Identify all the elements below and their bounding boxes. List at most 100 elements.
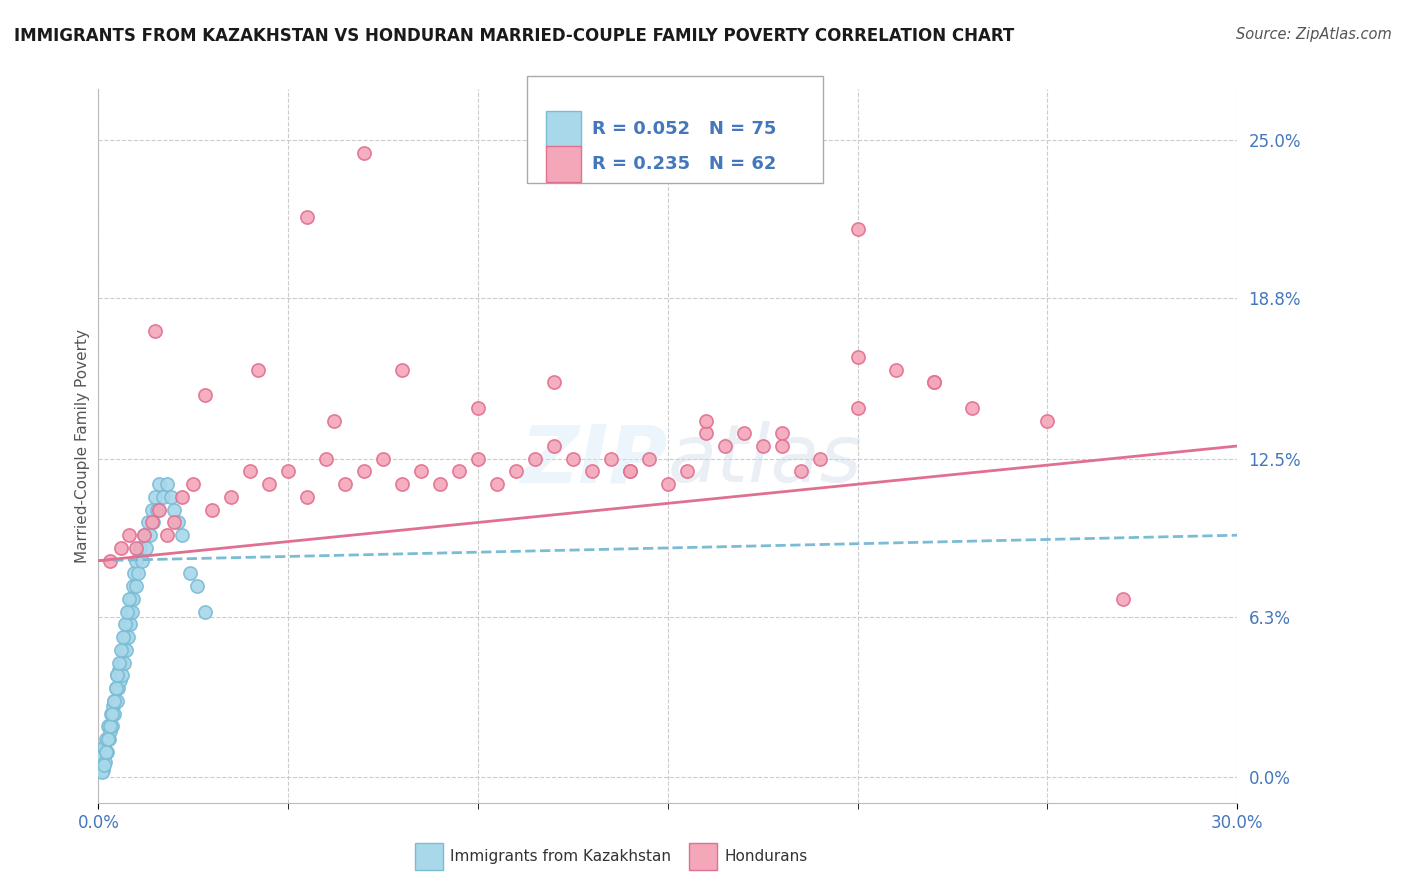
Point	[98, 732, 121, 747]
Point	[146, 502, 169, 516]
Point	[110, 541, 132, 555]
Point	[108, 656, 131, 670]
Point	[770, 439, 793, 453]
Point	[486, 477, 509, 491]
Point	[122, 591, 145, 606]
Point	[91, 763, 114, 777]
Point	[132, 528, 155, 542]
Point	[94, 755, 117, 769]
Point	[93, 739, 115, 754]
Text: Source: ZipAtlas.com: Source: ZipAtlas.com	[1236, 27, 1392, 42]
Point	[118, 617, 141, 632]
Point	[98, 719, 121, 733]
Point	[1036, 413, 1059, 427]
Point	[98, 554, 121, 568]
Point	[112, 656, 135, 670]
Point	[259, 477, 281, 491]
Point	[121, 579, 143, 593]
Point	[163, 516, 186, 530]
Point	[121, 605, 143, 619]
Text: R = 0.052   N = 75: R = 0.052 N = 75	[592, 120, 776, 138]
Point	[239, 465, 262, 479]
Point	[156, 528, 179, 542]
Point	[170, 490, 193, 504]
Point	[543, 439, 565, 453]
Point	[141, 516, 163, 530]
Point	[100, 706, 122, 721]
Point	[112, 630, 135, 644]
Point	[141, 502, 163, 516]
Point	[94, 732, 117, 747]
Point	[790, 465, 813, 479]
Point	[543, 376, 565, 390]
Point	[183, 477, 205, 491]
Point	[132, 528, 155, 542]
Text: R = 0.235   N = 62: R = 0.235 N = 62	[592, 154, 776, 173]
Point	[808, 451, 831, 466]
Point	[104, 681, 127, 695]
Point	[733, 426, 755, 441]
Point	[135, 541, 157, 555]
Point	[118, 528, 141, 542]
Point	[148, 502, 170, 516]
Point	[922, 376, 945, 390]
Point	[884, 362, 907, 376]
Point	[371, 451, 394, 466]
Point	[335, 477, 357, 491]
Point	[124, 566, 146, 581]
Point	[97, 719, 120, 733]
Point	[167, 516, 190, 530]
Point	[221, 490, 243, 504]
Point	[129, 541, 152, 555]
Point	[90, 757, 112, 772]
Text: Hondurans: Hondurans	[724, 849, 807, 863]
Point	[411, 465, 433, 479]
Point	[118, 591, 141, 606]
Point	[110, 656, 132, 670]
Point	[107, 668, 129, 682]
Point	[105, 694, 128, 708]
Point	[152, 490, 174, 504]
Point	[524, 451, 547, 466]
Y-axis label: Married-Couple Family Poverty: Married-Couple Family Poverty	[75, 329, 90, 563]
Point	[297, 210, 319, 224]
Point	[170, 528, 193, 542]
Point	[315, 451, 337, 466]
Point	[131, 554, 153, 568]
Point	[114, 643, 136, 657]
Point	[97, 732, 120, 747]
Point	[619, 465, 641, 479]
Text: Immigrants from Kazakhstan: Immigrants from Kazakhstan	[450, 849, 671, 863]
Point	[201, 502, 224, 516]
Point	[115, 617, 138, 632]
Point	[107, 668, 129, 682]
Point	[112, 643, 135, 657]
Point	[714, 439, 737, 453]
Point	[103, 694, 125, 708]
Point	[922, 376, 945, 390]
Text: atlas: atlas	[668, 421, 863, 500]
Point	[127, 566, 149, 581]
Point	[467, 401, 489, 415]
Point	[110, 643, 132, 657]
Point	[297, 490, 319, 504]
Point	[353, 145, 375, 160]
Point	[163, 502, 186, 516]
Point	[467, 451, 489, 466]
Point	[846, 350, 869, 364]
Point	[117, 630, 139, 644]
Point	[246, 362, 269, 376]
Point	[125, 554, 148, 568]
Point	[194, 605, 217, 619]
Point	[124, 579, 146, 593]
Point	[145, 490, 167, 504]
Point	[638, 451, 661, 466]
Point	[120, 591, 142, 606]
Point	[846, 222, 869, 236]
Point	[114, 617, 136, 632]
Point	[600, 451, 623, 466]
Point	[91, 765, 114, 780]
Point	[115, 605, 138, 619]
Point	[1112, 591, 1135, 606]
Point	[752, 439, 775, 453]
